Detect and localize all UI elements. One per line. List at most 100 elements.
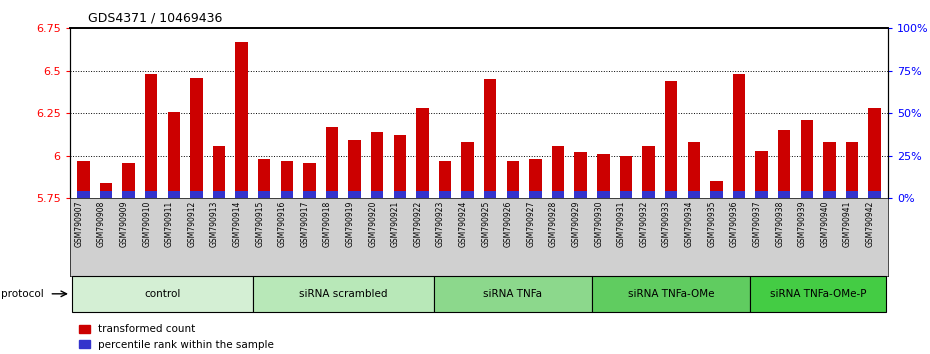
Text: GSM790934: GSM790934 [684, 201, 694, 247]
Bar [507, 190, 519, 198]
Bar [801, 120, 813, 198]
Bar [326, 190, 339, 198]
Text: GSM790908: GSM790908 [97, 201, 106, 247]
Text: siRNA TNFa-OMe-P: siRNA TNFa-OMe-P [770, 289, 867, 299]
Bar [145, 74, 157, 198]
Bar [371, 132, 383, 198]
Bar [711, 181, 723, 198]
Bar [213, 190, 225, 198]
Bar [100, 190, 113, 198]
Text: GSM790907: GSM790907 [74, 201, 84, 247]
Bar [687, 142, 700, 198]
Text: GSM790932: GSM790932 [640, 201, 648, 247]
Bar [190, 190, 203, 198]
Text: GSM790929: GSM790929 [572, 201, 580, 247]
Bar [77, 161, 89, 198]
Bar [845, 190, 858, 198]
Text: siRNA TNFa: siRNA TNFa [484, 289, 542, 299]
Text: control: control [144, 289, 180, 299]
Bar [484, 79, 497, 198]
Bar [823, 142, 835, 198]
Bar [643, 190, 655, 198]
Text: GSM790925: GSM790925 [481, 201, 490, 247]
Bar [433, 276, 592, 312]
Bar [801, 190, 813, 198]
Bar [281, 161, 293, 198]
Text: GSM790931: GSM790931 [617, 201, 626, 247]
Text: GSM790922: GSM790922 [414, 201, 422, 247]
Bar [123, 162, 135, 198]
Bar [529, 190, 541, 198]
Text: GSM790912: GSM790912 [187, 201, 196, 247]
Text: GSM790915: GSM790915 [255, 201, 264, 247]
Bar [733, 74, 745, 198]
Bar [823, 190, 835, 198]
Text: GSM790939: GSM790939 [798, 201, 806, 247]
Bar [235, 42, 247, 198]
Bar [167, 190, 180, 198]
Bar [484, 190, 497, 198]
Bar [303, 190, 315, 198]
Bar [258, 190, 271, 198]
Bar [326, 127, 339, 198]
Bar [349, 141, 361, 198]
Bar [167, 112, 180, 198]
Bar [371, 190, 383, 198]
Bar [439, 190, 451, 198]
Bar [755, 190, 768, 198]
Bar [145, 190, 157, 198]
Text: GSM790936: GSM790936 [730, 201, 739, 247]
Text: GSM790926: GSM790926 [504, 201, 512, 247]
Bar [100, 183, 113, 198]
Text: GSM790940: GSM790940 [820, 201, 830, 247]
Bar [77, 190, 89, 198]
Bar [733, 190, 745, 198]
Bar [845, 142, 858, 198]
Bar [303, 162, 315, 198]
Text: GSM790927: GSM790927 [526, 201, 536, 247]
Text: GSM790938: GSM790938 [775, 201, 784, 247]
Bar [551, 190, 565, 198]
Text: GSM790923: GSM790923 [436, 201, 445, 247]
Bar [643, 145, 655, 198]
Text: GSM790909: GSM790909 [120, 201, 128, 247]
Bar [393, 190, 406, 198]
Bar [417, 108, 429, 198]
Bar [461, 142, 474, 198]
Text: GSM790920: GSM790920 [368, 201, 378, 247]
Bar [755, 151, 768, 198]
Text: GSM790919: GSM790919 [346, 201, 354, 247]
Bar [592, 276, 751, 312]
Text: GSM790910: GSM790910 [142, 201, 152, 247]
Bar [439, 161, 451, 198]
Text: GSM790918: GSM790918 [323, 201, 332, 247]
Bar [687, 190, 700, 198]
Text: GSM790921: GSM790921 [391, 201, 400, 247]
Bar [665, 81, 677, 198]
Text: GSM790933: GSM790933 [662, 201, 671, 247]
Text: GSM790942: GSM790942 [866, 201, 874, 247]
Bar [258, 159, 271, 198]
Bar [575, 190, 587, 198]
Bar [417, 190, 429, 198]
Text: GSM790917: GSM790917 [300, 201, 310, 247]
Bar [461, 190, 474, 198]
Text: GSM790928: GSM790928 [549, 201, 558, 247]
Bar [393, 135, 406, 198]
Bar [551, 145, 565, 198]
Text: siRNA TNFa-OMe: siRNA TNFa-OMe [628, 289, 714, 299]
Legend: transformed count, percentile rank within the sample: transformed count, percentile rank withi… [75, 320, 278, 354]
Bar [777, 130, 790, 198]
Bar [619, 156, 632, 198]
Text: GSM790935: GSM790935 [708, 201, 716, 247]
Text: siRNA scrambled: siRNA scrambled [299, 289, 388, 299]
Text: GSM790941: GSM790941 [843, 201, 852, 247]
Bar [72, 276, 253, 312]
Bar [597, 190, 609, 198]
Bar [619, 190, 632, 198]
Text: GSM790937: GSM790937 [752, 201, 762, 247]
Bar [235, 190, 247, 198]
Text: protocol: protocol [1, 289, 44, 299]
Bar [575, 152, 587, 198]
Bar [777, 190, 790, 198]
